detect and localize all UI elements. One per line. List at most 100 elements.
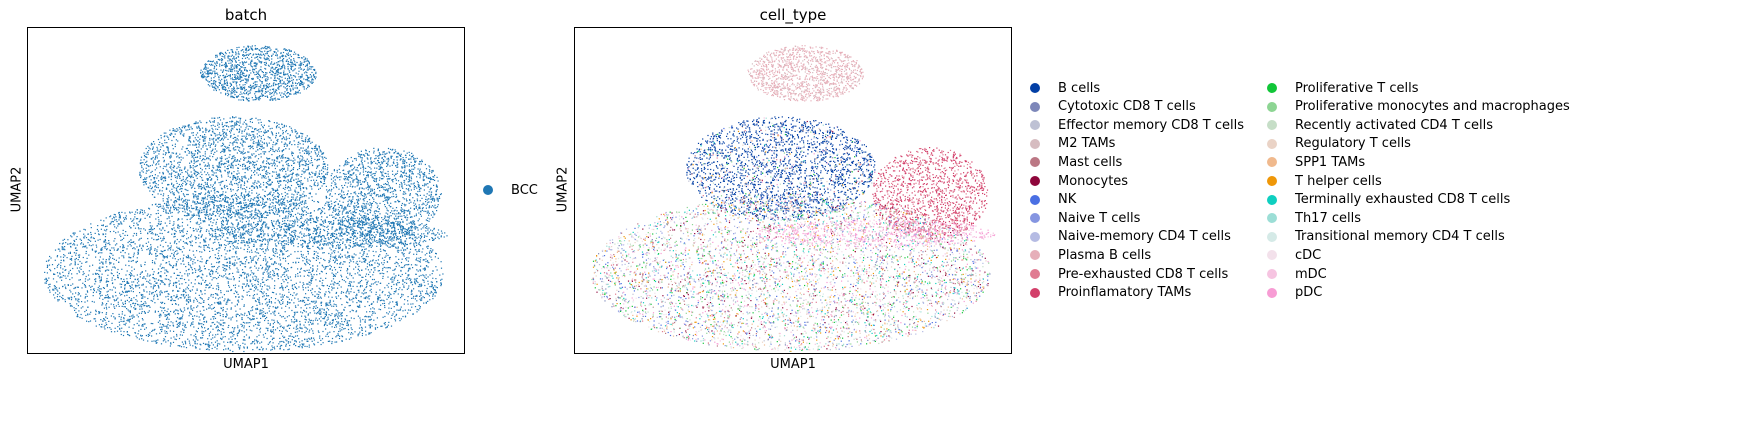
scatter-point: [434, 199, 436, 201]
scatter-point: [425, 207, 427, 209]
scatter-point: [393, 175, 396, 177]
scatter-point: [271, 127, 273, 129]
scatter-point: [157, 138, 160, 141]
scatter-point: [229, 183, 231, 185]
scatter-point: [275, 177, 277, 179]
scatter-point: [373, 237, 376, 239]
scatter-point: [314, 173, 316, 175]
scatter-point: [268, 65, 270, 67]
scatter-point: [218, 210, 220, 213]
scatter-point: [216, 195, 218, 197]
scatter-point: [389, 177, 391, 180]
scatter-point: [210, 69, 212, 71]
scatter-point: [293, 63, 295, 66]
scatter-point: [373, 147, 375, 149]
scatter-point: [151, 175, 153, 177]
scatter-point: [205, 186, 207, 188]
scatter-point: [216, 168, 219, 170]
scatter-point: [386, 189, 388, 191]
scatter-point: [236, 88, 238, 90]
scatter-point: [366, 157, 368, 159]
scatter-point: [403, 203, 405, 205]
scatter-point: [259, 80, 261, 82]
scatter-point: [325, 185, 327, 187]
scatter-point: [274, 62, 276, 64]
scatter-point: [219, 119, 222, 121]
scatter-point: [230, 55, 232, 57]
scatter-point: [308, 160, 310, 162]
scatter-point: [352, 181, 354, 183]
scatter-point: [196, 161, 198, 163]
scatter-point: [264, 217, 266, 219]
scatter-point: [380, 167, 382, 169]
scatter-point: [322, 163, 324, 165]
scatter-point: [366, 201, 368, 203]
scatter-point: [283, 64, 285, 66]
scatter-point: [145, 180, 147, 183]
scatter-point: [207, 165, 209, 167]
scatter-point: [418, 204, 420, 206]
scatter-point: [180, 187, 182, 190]
scatter-point: [305, 74, 307, 76]
scatter-point: [148, 169, 150, 171]
scatter-point: [389, 165, 391, 167]
scatter-point: [220, 164, 222, 166]
scatter-point: [216, 205, 218, 207]
scatter-point: [300, 84, 302, 86]
scatter-point: [241, 178, 243, 180]
scatter-point: [213, 137, 215, 139]
scatter-point: [213, 141, 215, 143]
scatter-point: [284, 195, 287, 197]
scatter-point: [295, 72, 297, 74]
scatter-point: [292, 63, 294, 65]
scatter-point: [398, 154, 401, 156]
scatter-point: [374, 210, 376, 212]
scatter-point: [283, 176, 285, 178]
scatter-point: [278, 126, 280, 128]
scatter-point: [341, 204, 343, 207]
scatter-point: [289, 134, 291, 136]
scatter-point: [282, 63, 284, 65]
scatter-point: [245, 61, 248, 63]
scatter-point: [145, 147, 147, 150]
scatter-point: [287, 196, 289, 198]
scatter-point: [209, 60, 211, 62]
scatter-point: [232, 161, 234, 163]
scatter-point: [232, 189, 234, 191]
scatter-point: [222, 211, 224, 213]
scatter-point: [263, 76, 265, 78]
scatter-point: [292, 70, 294, 72]
scatter-point: [430, 179, 432, 181]
scatter-point: [365, 187, 367, 189]
scatter-point: [219, 161, 221, 163]
scatter-point: [419, 168, 421, 170]
scatter-point: [227, 56, 229, 58]
scatter-point: [306, 69, 308, 71]
scatter-point: [214, 197, 216, 199]
scatter-point: [256, 84, 258, 86]
scatter-point: [343, 194, 345, 196]
scatter-point: [193, 196, 195, 198]
scatter-point: [216, 191, 218, 193]
scatter-point: [406, 214, 408, 216]
scatter-point: [170, 161, 172, 163]
scatter-point: [258, 204, 260, 206]
scatter-point: [309, 140, 311, 142]
scatter-point: [263, 160, 265, 162]
scatter-point: [380, 166, 382, 168]
scatter-point: [254, 62, 256, 65]
scatter-point: [437, 197, 439, 200]
scatter-point: [302, 187, 304, 189]
scatter-point: [219, 163, 221, 165]
scatter-point: [389, 191, 391, 194]
scatter-point: [250, 64, 252, 66]
scatter-point: [204, 68, 206, 70]
scatter-point: [328, 189, 331, 191]
scatter-point: [388, 237, 390, 240]
scatter-point: [270, 69, 272, 71]
scatter-point: [395, 220, 397, 222]
scatter-point: [156, 146, 158, 148]
scatter-point: [260, 69, 262, 71]
scatter-point: [289, 61, 291, 63]
scatter-point: [372, 177, 374, 179]
